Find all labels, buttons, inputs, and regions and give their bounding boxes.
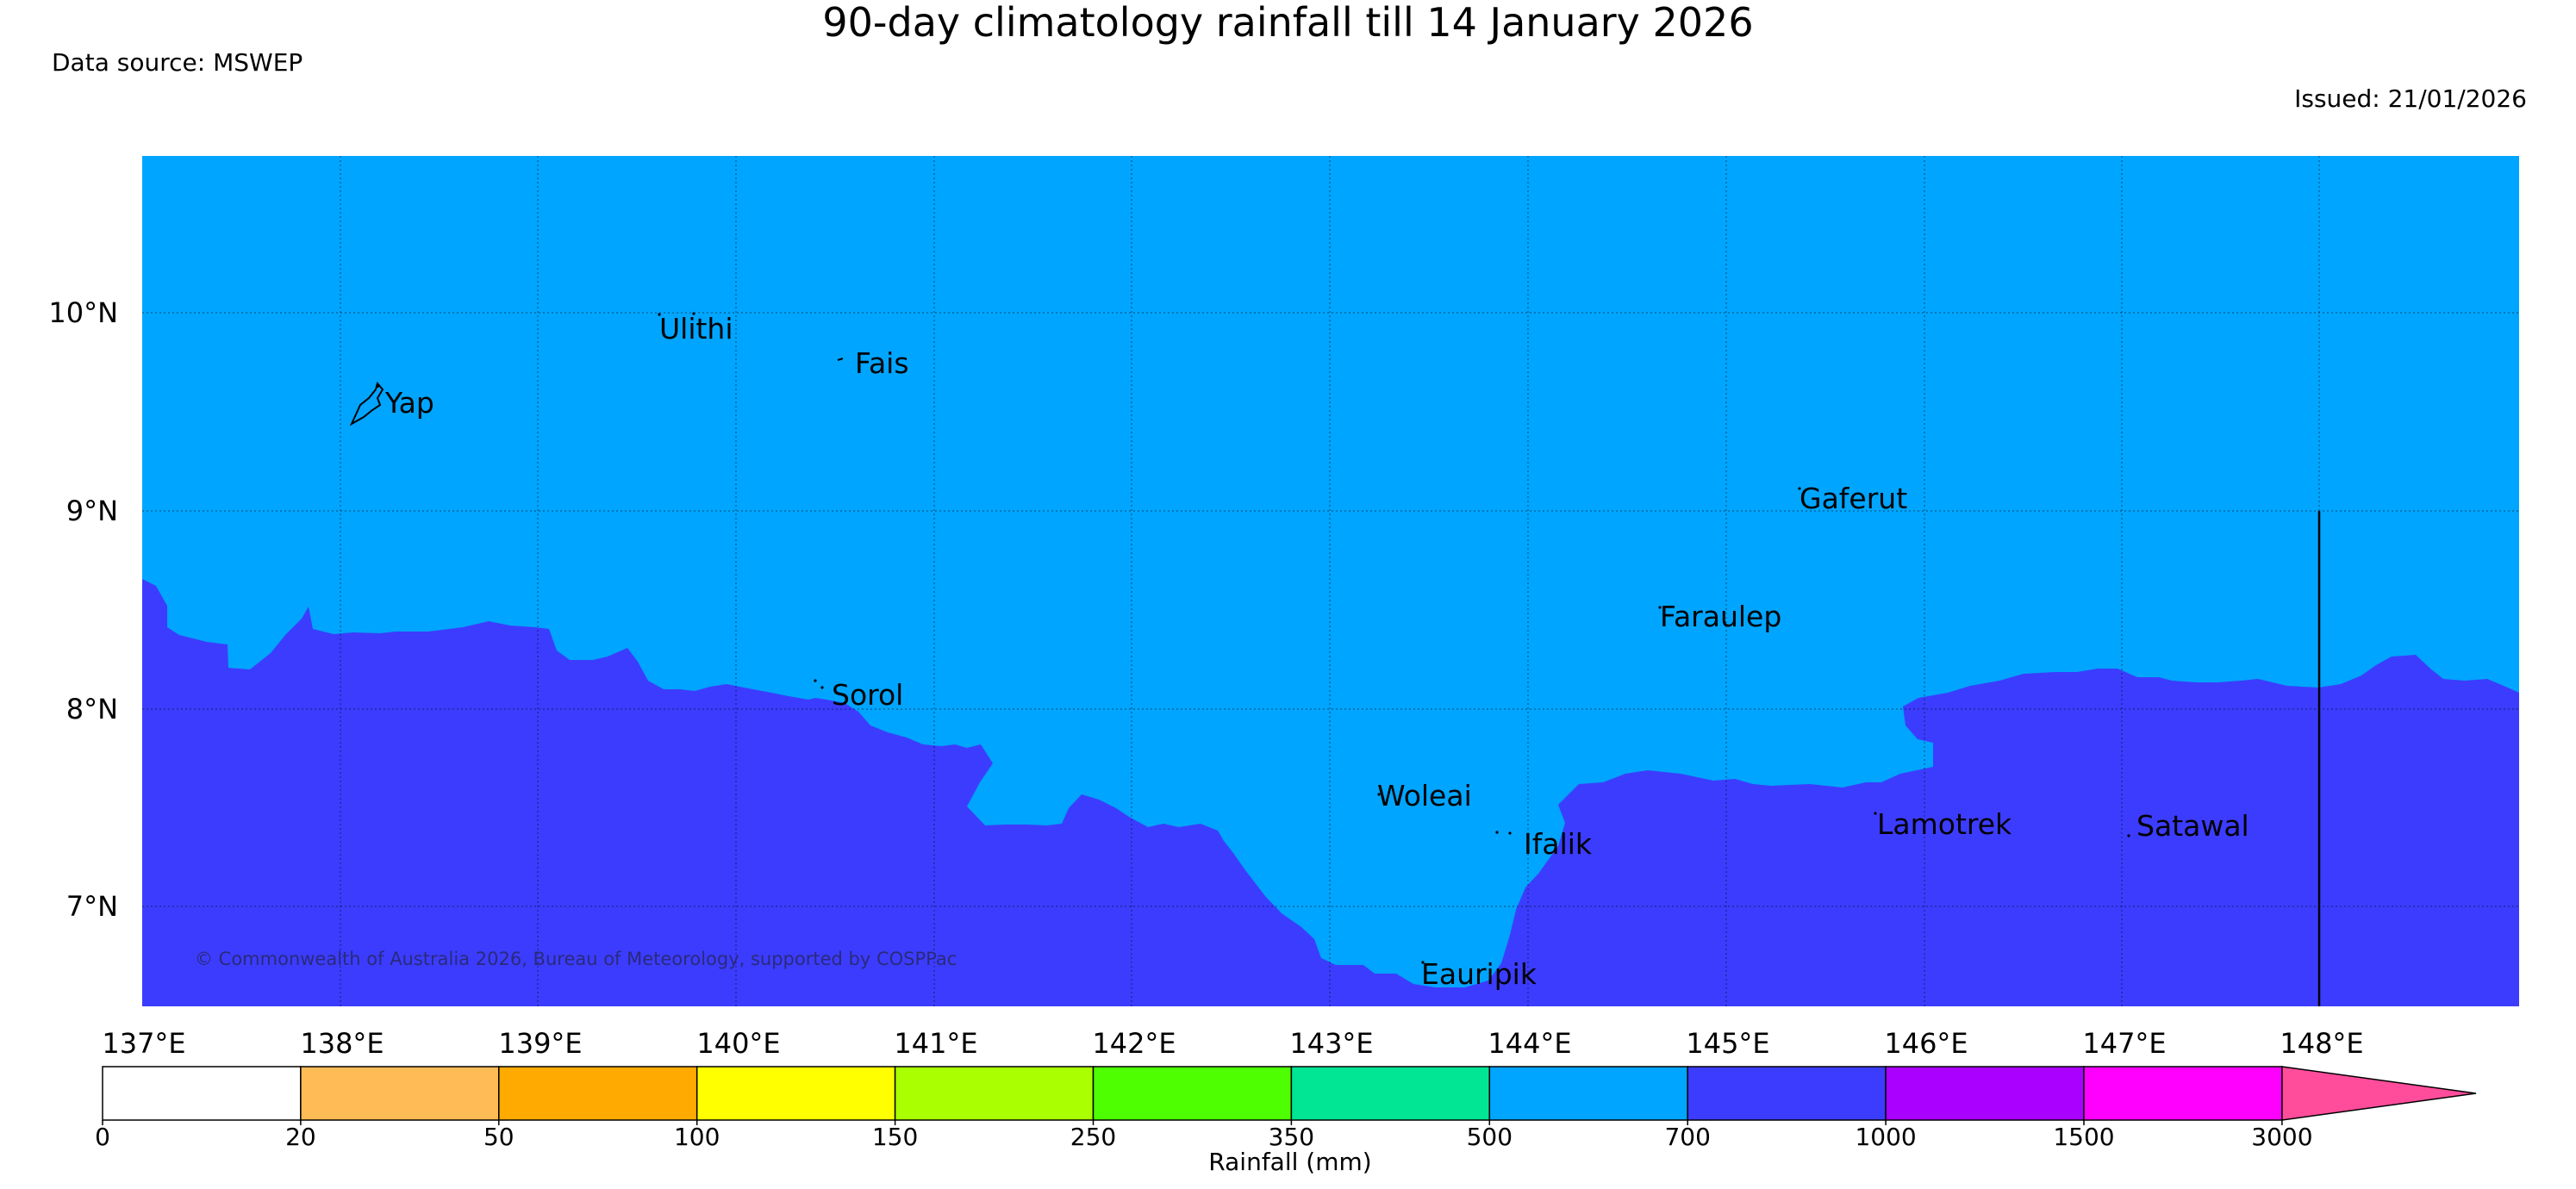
place-labels: Ulithi Fais Yap Gaferut Faraulep Sorol Woleai I… xyxy=(384,312,2249,991)
colorbar-cell xyxy=(2083,1066,2283,1121)
colorbar-ticks: 0 20 50 100 150 250 350 500 700 1000 1500 3000 xyxy=(95,1120,2313,1151)
colorbar-tick-label: 50 xyxy=(483,1123,515,1151)
place-label-gaferut: Gaferut xyxy=(1799,482,1907,515)
longitude-label: 144°E xyxy=(1488,1027,1571,1060)
longitude-label: 139°E xyxy=(498,1027,582,1060)
colorbar-cell xyxy=(1092,1066,1293,1121)
colorbar-label: Rainfall (mm) xyxy=(1208,1148,1371,1176)
fais-marker xyxy=(837,358,844,361)
longitude-label: 140°E xyxy=(696,1027,780,1060)
colorbar-cell xyxy=(1290,1066,1491,1121)
colorbar-extend-triangle xyxy=(2281,1066,2477,1121)
colorbar-tick-label: 100 xyxy=(674,1123,720,1151)
map-title: 90-day climatology rainfall till 14 Janu… xyxy=(822,0,1754,46)
colorbar-tick-label: 3000 xyxy=(2251,1123,2312,1151)
colorbar-cell xyxy=(695,1066,896,1121)
place-label-satawal: Satawal xyxy=(2136,809,2249,843)
longitude-label: 143°E xyxy=(1289,1027,1373,1060)
colorbar-tick-label: 1000 xyxy=(1855,1123,1916,1151)
colorbar-cell xyxy=(1687,1066,1887,1121)
gaferut-marker xyxy=(1798,487,1801,490)
longitude-label: 141°E xyxy=(894,1027,977,1060)
longitude-label: 145°E xyxy=(1686,1027,1769,1060)
longitude-label: 148°E xyxy=(2280,1027,2363,1060)
colorbar-cell xyxy=(1885,1066,2085,1121)
place-label-lamotrek: Lamotrek xyxy=(1877,807,2012,841)
latitude-label: 7°N xyxy=(66,890,118,923)
ifalik-marker xyxy=(1508,831,1512,835)
colorbar-tick-label: 20 xyxy=(285,1123,316,1151)
latitude-label: 8°N xyxy=(66,693,118,725)
latitude-labels: 10°N 9°N 8°N 7°N xyxy=(48,296,118,923)
ulithi-marker xyxy=(692,312,695,315)
colorbar-tick-label: 500 xyxy=(1467,1123,1513,1151)
ulithi-marker xyxy=(658,313,661,316)
colorbar-tick-label: 700 xyxy=(1664,1123,1710,1151)
colorbar-tick-label: 1500 xyxy=(2053,1123,2114,1151)
lamotrek-marker xyxy=(1874,812,1877,815)
faraulep-marker xyxy=(1658,606,1662,609)
satawal-marker xyxy=(2127,834,2130,837)
colorbar-cell xyxy=(300,1066,500,1121)
latitude-label: 9°N xyxy=(66,495,118,527)
longitude-labels: 137°E 138°E 139°E 140°E 141°E 142°E 143°E 144°E… xyxy=(102,1027,2363,1060)
place-label-fais: Fais xyxy=(855,346,909,380)
colorbar-cell xyxy=(498,1066,698,1121)
colorbar-tick-label: 0 xyxy=(95,1123,110,1151)
longitude-label: 147°E xyxy=(2082,1027,2166,1060)
data-source-label: Data source: MSWEP xyxy=(52,48,303,77)
place-label-ifalik: Ifalik xyxy=(1524,827,1593,861)
colorbar-tick-label: 350 xyxy=(1269,1123,1314,1151)
eauripik-marker xyxy=(1421,961,1425,964)
woleai-marker xyxy=(1377,793,1381,796)
place-label-ulithi: Ulithi xyxy=(659,312,733,345)
colorbar-cell xyxy=(1488,1066,1688,1121)
colorbar-cells xyxy=(102,1066,2477,1121)
place-label-yap: Yap xyxy=(384,386,434,420)
sorol-marker xyxy=(814,679,817,682)
copyright-notice: © Commonwealth of Australia 2026, Bureau… xyxy=(195,949,957,969)
latitude-label: 10°N xyxy=(48,296,118,329)
colorbar-cell xyxy=(102,1066,302,1121)
yap-islet-marker xyxy=(376,384,379,388)
place-label-eauripik: Eauripik xyxy=(1421,957,1537,991)
ifalik-marker xyxy=(1495,831,1499,834)
place-label-faraulep: Faraulep xyxy=(1660,600,1781,633)
longitude-label: 146°E xyxy=(1884,1027,1968,1060)
longitude-label: 137°E xyxy=(102,1027,185,1060)
place-label-sorol: Sorol xyxy=(832,678,903,712)
colorbar-cell xyxy=(894,1066,1095,1121)
colorbar-tick-label: 250 xyxy=(1070,1123,1116,1151)
colorbar-tick-label: 150 xyxy=(872,1123,918,1151)
island-markers xyxy=(349,312,2130,964)
longitude-label: 138°E xyxy=(300,1027,384,1060)
sorol-marker xyxy=(820,686,824,689)
map-area-700-1000 xyxy=(142,579,2519,1006)
issued-date-label: Issued: 21/01/2026 xyxy=(2294,84,2527,113)
place-label-woleai: Woleai xyxy=(1377,779,1472,812)
longitude-label: 142°E xyxy=(1092,1027,1176,1060)
yap-island-outline xyxy=(349,381,384,426)
